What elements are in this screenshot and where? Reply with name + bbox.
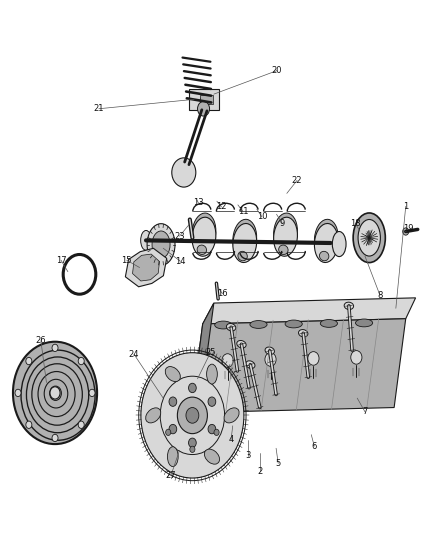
Text: 10: 10 [257, 212, 267, 221]
Ellipse shape [279, 245, 288, 255]
Text: 12: 12 [216, 203, 227, 212]
Ellipse shape [141, 230, 152, 251]
Polygon shape [133, 254, 159, 281]
Polygon shape [203, 298, 416, 324]
Ellipse shape [147, 224, 175, 265]
Circle shape [169, 397, 177, 406]
Ellipse shape [265, 347, 275, 354]
Ellipse shape [319, 252, 329, 261]
Text: 17: 17 [56, 256, 66, 265]
Ellipse shape [274, 213, 297, 252]
Ellipse shape [299, 329, 308, 337]
Text: 24: 24 [129, 350, 139, 359]
Circle shape [351, 351, 362, 364]
Ellipse shape [226, 324, 236, 331]
Ellipse shape [344, 302, 353, 310]
Polygon shape [191, 303, 214, 413]
Polygon shape [191, 319, 406, 413]
Text: 1: 1 [403, 202, 408, 211]
Circle shape [78, 421, 84, 429]
Polygon shape [125, 248, 167, 287]
Ellipse shape [233, 219, 257, 259]
Ellipse shape [233, 223, 257, 262]
Circle shape [186, 408, 199, 423]
Ellipse shape [285, 320, 302, 328]
Text: 16: 16 [217, 289, 228, 298]
Circle shape [13, 342, 97, 444]
Circle shape [190, 446, 195, 453]
Ellipse shape [356, 319, 373, 327]
Circle shape [166, 429, 171, 435]
Ellipse shape [205, 449, 219, 464]
Ellipse shape [215, 321, 232, 329]
Ellipse shape [314, 223, 338, 262]
Bar [200, 95, 212, 103]
Ellipse shape [274, 217, 297, 256]
Text: 9: 9 [280, 219, 285, 228]
Text: 20: 20 [272, 66, 282, 75]
Text: 13: 13 [193, 198, 204, 207]
Text: 7: 7 [362, 407, 367, 416]
Circle shape [78, 358, 84, 365]
Text: 14: 14 [175, 257, 186, 266]
Circle shape [214, 429, 219, 435]
Text: 22: 22 [292, 176, 302, 185]
Ellipse shape [353, 213, 385, 263]
Text: 11: 11 [238, 207, 248, 216]
Circle shape [265, 353, 276, 366]
Bar [189, 89, 219, 110]
Circle shape [15, 389, 21, 397]
Text: 25: 25 [205, 348, 215, 357]
Circle shape [169, 424, 177, 434]
Circle shape [52, 434, 58, 442]
Text: 15: 15 [121, 256, 132, 265]
Circle shape [222, 354, 233, 367]
Ellipse shape [246, 361, 255, 368]
Circle shape [52, 344, 58, 352]
Circle shape [188, 438, 196, 448]
Ellipse shape [197, 245, 207, 255]
Text: 23: 23 [174, 232, 185, 241]
Ellipse shape [314, 219, 338, 259]
Ellipse shape [332, 231, 346, 256]
Text: 18: 18 [350, 219, 361, 228]
Circle shape [50, 387, 60, 399]
Circle shape [26, 358, 32, 365]
Text: 6: 6 [311, 442, 317, 451]
Ellipse shape [165, 367, 180, 382]
Text: 26: 26 [35, 336, 46, 345]
Circle shape [26, 421, 32, 429]
Circle shape [403, 228, 409, 235]
Ellipse shape [224, 408, 239, 423]
Ellipse shape [192, 213, 216, 252]
Circle shape [172, 158, 196, 187]
Circle shape [198, 101, 209, 116]
Text: 19: 19 [403, 224, 413, 233]
Text: 4: 4 [228, 435, 233, 445]
Circle shape [89, 389, 95, 397]
Ellipse shape [320, 319, 337, 327]
Text: 8: 8 [377, 290, 383, 300]
Text: 5: 5 [276, 459, 281, 468]
Circle shape [177, 397, 208, 434]
Ellipse shape [200, 96, 212, 105]
Ellipse shape [207, 364, 217, 384]
Ellipse shape [167, 447, 178, 466]
Ellipse shape [358, 220, 380, 256]
Circle shape [141, 353, 244, 478]
Ellipse shape [192, 217, 216, 256]
Ellipse shape [152, 231, 170, 258]
Ellipse shape [250, 320, 267, 328]
Circle shape [208, 397, 216, 406]
Circle shape [308, 352, 319, 365]
Text: 21: 21 [94, 104, 104, 113]
Ellipse shape [237, 341, 246, 348]
Ellipse shape [238, 252, 247, 261]
Circle shape [208, 424, 216, 434]
Text: 3: 3 [246, 451, 251, 460]
Circle shape [188, 383, 196, 393]
Text: 2: 2 [257, 467, 262, 476]
Ellipse shape [146, 408, 161, 423]
Text: 27: 27 [166, 471, 176, 480]
